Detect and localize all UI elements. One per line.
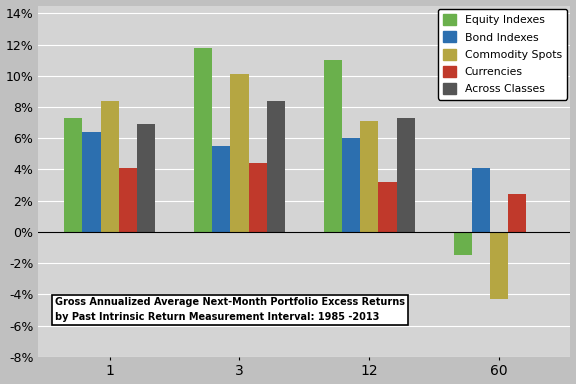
Bar [508,194,526,232]
Bar [378,182,396,232]
Bar [230,74,249,232]
Bar [267,101,285,232]
Legend: Equity Indexes, Bond Indexes, Commodity Spots, Currencies, Across Classes: Equity Indexes, Bond Indexes, Commodity … [438,9,567,99]
Bar [82,132,101,232]
Bar [119,168,137,232]
Bar [454,232,472,255]
Bar [101,101,119,232]
Bar [472,168,490,232]
Bar [65,118,82,232]
Bar [194,48,212,232]
Bar [137,124,155,232]
Bar [342,138,360,232]
Bar [249,163,267,232]
Text: Gross Annualized Average Next-Month Portfolio Excess Returns
by Past Intrinsic R: Gross Annualized Average Next-Month Port… [55,298,405,322]
Bar [212,146,230,232]
Bar [490,232,508,299]
Bar [360,121,378,232]
Bar [396,118,415,232]
Bar [324,60,342,232]
